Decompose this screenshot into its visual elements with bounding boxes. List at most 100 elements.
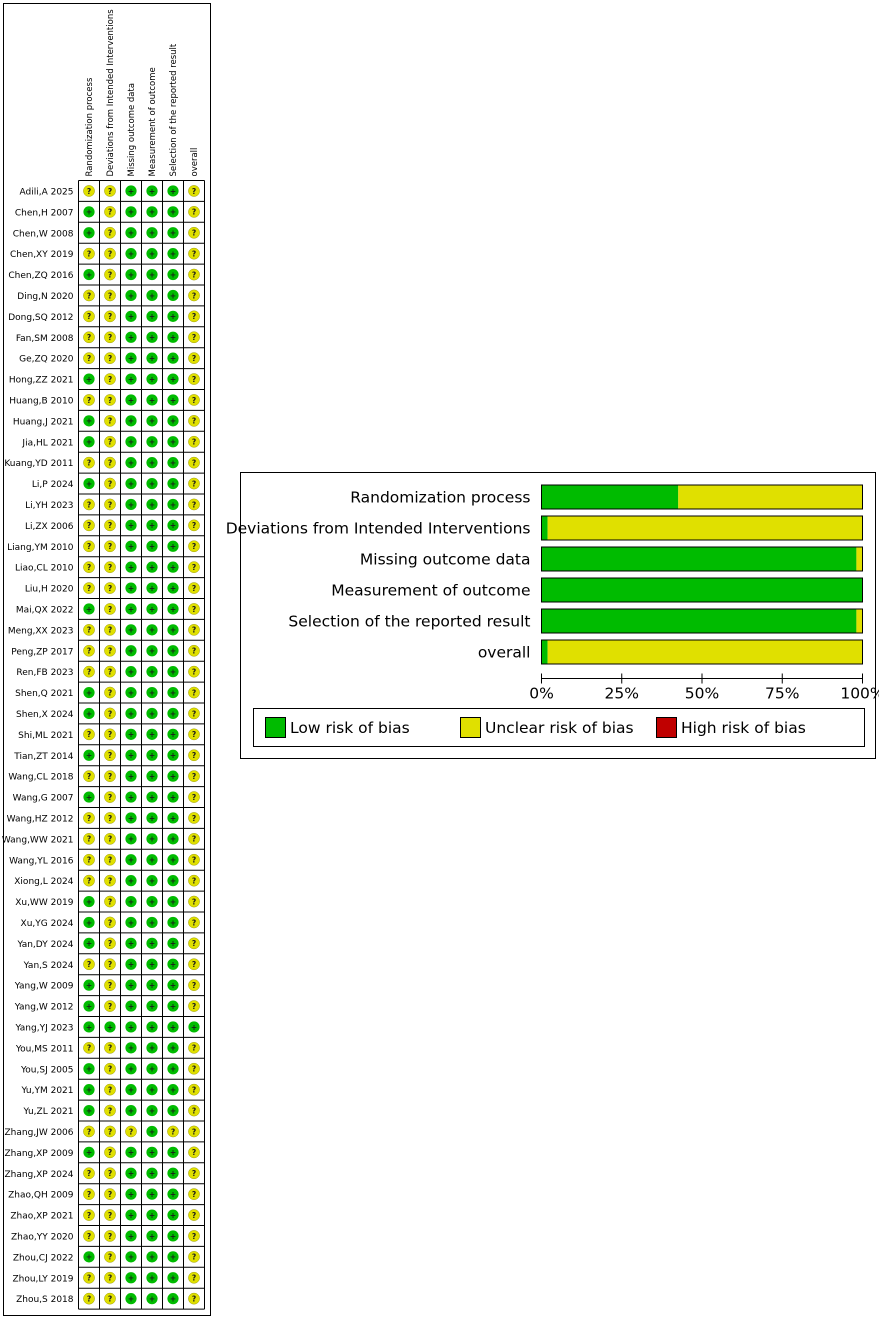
- rating-dot: [188, 1062, 200, 1075]
- rating-dot: [104, 1104, 116, 1117]
- rating-low-icon: +: [167, 1063, 179, 1075]
- rating-unclear-icon: ?: [83, 812, 95, 824]
- rating-symbol: ?: [87, 1232, 91, 1241]
- rating-dot: [146, 895, 158, 908]
- column-header: Deviations from Intended Interventions: [106, 9, 116, 177]
- rating-symbol: +: [170, 417, 176, 426]
- rating-dot: [188, 268, 200, 281]
- study-label: Dong,SQ 2012: [8, 313, 73, 323]
- rating-symbol: +: [149, 876, 155, 885]
- rating-low-icon: +: [125, 666, 137, 678]
- rating-dot: [167, 540, 179, 552]
- rating-symbol: ?: [87, 500, 91, 509]
- rating-symbol: +: [128, 772, 134, 781]
- rating-dot: [167, 645, 179, 657]
- rating-symbol: +: [170, 626, 176, 635]
- rating-unclear-icon: ?: [104, 686, 116, 699]
- rating-dot: [167, 582, 179, 594]
- rating-symbol: +: [86, 1106, 92, 1115]
- rating-symbol: +: [128, 835, 134, 844]
- rating-dot: [188, 1167, 200, 1180]
- rating-symbol: +: [149, 1148, 155, 1157]
- rating-unclear-icon: ?: [104, 352, 116, 364]
- bar-segment-unclear: [547, 640, 863, 664]
- rating-dot: [188, 686, 200, 699]
- rating-dot: [188, 247, 200, 260]
- rating-unclear-icon: ?: [104, 415, 116, 427]
- rating-dot: [146, 498, 158, 511]
- rating-dot: [167, 728, 179, 740]
- rating-dot: [104, 373, 116, 385]
- rating-dot: [146, 666, 158, 678]
- rating-symbol: +: [149, 856, 155, 865]
- rating-dot: [146, 248, 158, 260]
- rating-unclear-icon: ?: [188, 916, 200, 929]
- rating-dot: [167, 1146, 179, 1158]
- rating-symbol: +: [128, 856, 134, 865]
- rating-unclear-icon: ?: [188, 394, 200, 406]
- rating-dot: [188, 791, 200, 803]
- rating-unclear-icon: ?: [104, 770, 116, 782]
- rating-unclear-icon: ?: [188, 247, 200, 260]
- rating-unclear-icon: ?: [125, 1125, 137, 1138]
- rating-dot: [167, 1104, 179, 1117]
- rating-dot: [104, 1146, 116, 1159]
- rating-dot: [125, 707, 137, 720]
- rating-dot: [146, 603, 158, 615]
- rating-symbol: ?: [108, 584, 112, 593]
- rating-low-icon: +: [188, 1021, 200, 1033]
- rating-unclear-icon: ?: [104, 1104, 116, 1117]
- rating-dot: [167, 373, 179, 385]
- rating-unclear-icon: ?: [188, 477, 200, 490]
- rating-symbol: ?: [108, 876, 112, 885]
- rating-dot: [125, 937, 137, 949]
- rating-dot: [146, 624, 158, 636]
- rating-symbol: +: [149, 772, 155, 781]
- rating-dot: [83, 268, 95, 281]
- rating-low-icon: +: [167, 477, 179, 490]
- rating-low-icon: +: [167, 812, 179, 824]
- rating-symbol: +: [170, 730, 176, 739]
- rating-symbol: +: [170, 1085, 176, 1094]
- rating-symbol: +: [86, 939, 92, 948]
- rating-unclear-icon: ?: [104, 979, 116, 991]
- rating-symbol: ?: [192, 1211, 196, 1220]
- rating-dot: [167, 436, 179, 448]
- rating-symbol: +: [170, 438, 176, 447]
- rating-symbol: ?: [87, 1294, 91, 1303]
- rating-low-icon: +: [83, 227, 95, 239]
- legend-swatch-low: [265, 717, 286, 738]
- rating-dot: [104, 624, 116, 636]
- rating-symbol: ?: [192, 438, 196, 447]
- rating-dot: [146, 1209, 158, 1221]
- rating-symbol: +: [149, 751, 155, 760]
- rating-symbol: ?: [87, 667, 91, 676]
- rating-unclear-icon: ?: [104, 247, 116, 260]
- rating-symbol: +: [86, 688, 92, 697]
- bar-segment-low: [541, 609, 857, 633]
- study-label: Shen,X 2024: [16, 710, 74, 720]
- rating-low-icon: +: [167, 331, 179, 343]
- study-label: Zhang,JW 2006: [5, 1128, 74, 1138]
- rating-low-icon: +: [167, 1146, 179, 1158]
- rating-dot: [104, 833, 116, 845]
- rating-symbol: +: [170, 354, 176, 363]
- rating-low-icon: +: [125, 1104, 137, 1117]
- rating-dot: [104, 1230, 116, 1242]
- rating-symbol: +: [170, 981, 176, 990]
- rating-symbol: +: [128, 1148, 134, 1157]
- rating-symbol: +: [170, 667, 176, 676]
- study-label: Liao,CL 2010: [15, 564, 74, 574]
- rating-symbol: ?: [192, 1232, 196, 1241]
- rating-unclear-icon: ?: [188, 1125, 200, 1138]
- rating-unclear-icon: ?: [104, 1167, 116, 1180]
- rating-low-icon: +: [146, 331, 158, 343]
- rating-symbol: +: [149, 584, 155, 593]
- rating-symbol: +: [128, 438, 134, 447]
- rating-symbol: ?: [108, 1169, 112, 1178]
- rating-dot: [146, 331, 158, 343]
- study-label: Yu,ZL 2021: [23, 1107, 74, 1117]
- rating-symbol: +: [149, 626, 155, 635]
- rating-symbol: ?: [192, 1190, 196, 1199]
